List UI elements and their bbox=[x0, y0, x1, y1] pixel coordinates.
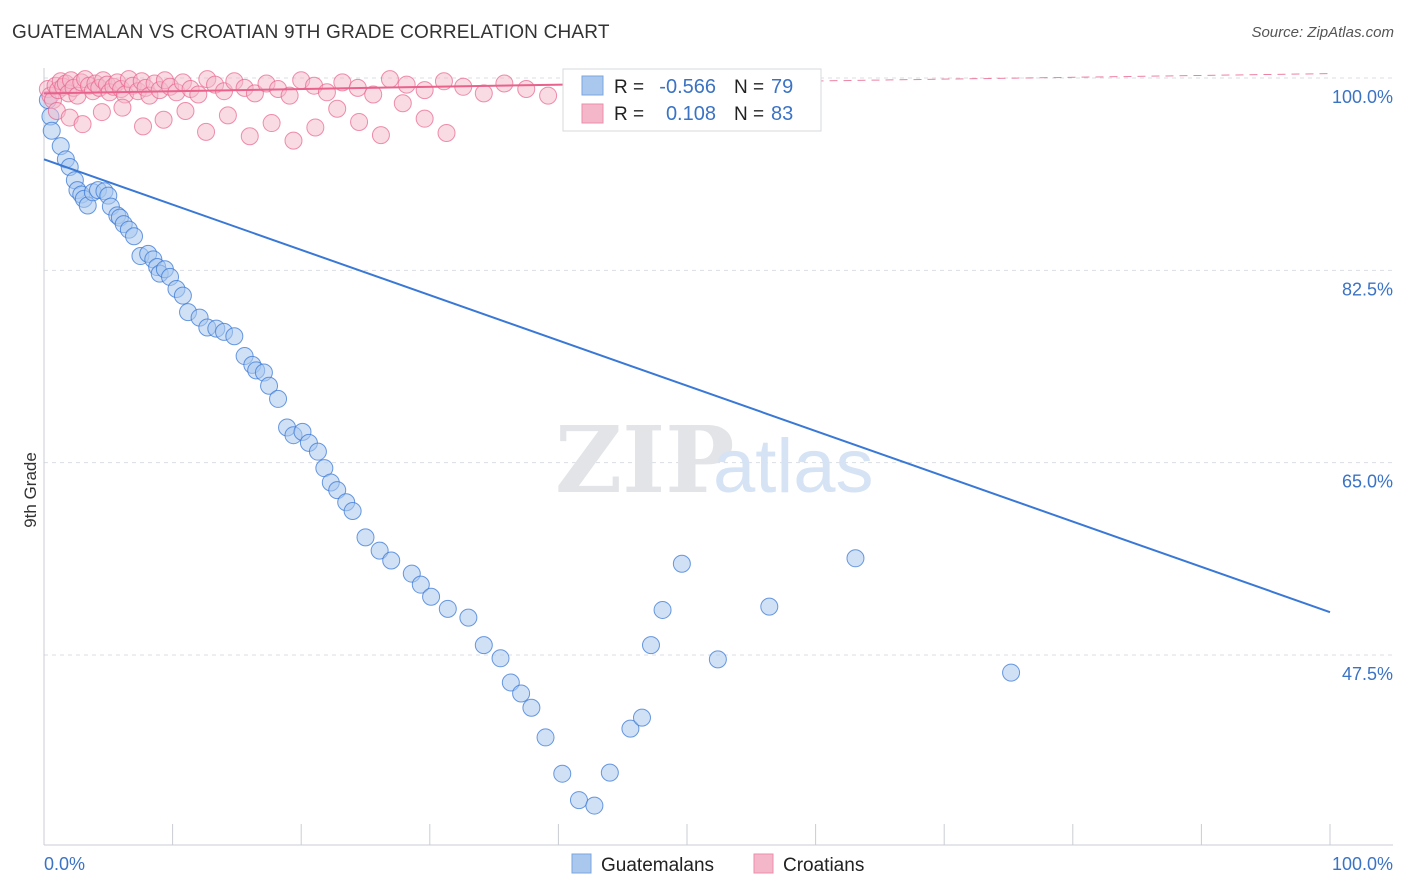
legend-n-value-1: 79 bbox=[771, 76, 793, 98]
guatemalan-point bbox=[125, 227, 144, 246]
x-tick-label-min: 0.0% bbox=[44, 854, 85, 874]
legend-swatch-croatians bbox=[581, 103, 604, 124]
guatemalan-point bbox=[459, 608, 478, 627]
croatian-point bbox=[280, 86, 299, 105]
bottom-legend: Guatemalans Croatians bbox=[571, 853, 864, 876]
guatemalan-point bbox=[641, 636, 660, 655]
croatian-point bbox=[284, 131, 303, 150]
guatemalan-point bbox=[600, 763, 619, 782]
croatian-point bbox=[397, 75, 416, 94]
watermark-atlas: atlas bbox=[713, 424, 874, 509]
guatemalan-point bbox=[173, 286, 192, 305]
croatian-point bbox=[176, 101, 195, 120]
croatian-point bbox=[113, 98, 132, 117]
croatian-point bbox=[154, 110, 173, 129]
legend-r-label-2: R = bbox=[614, 104, 644, 125]
croatian-point bbox=[517, 79, 536, 98]
y-tick-label-3: 47.5% bbox=[1342, 664, 1393, 684]
guatemalan-point bbox=[536, 728, 555, 747]
guatemalan-point bbox=[411, 575, 430, 594]
croatian-point bbox=[218, 106, 237, 125]
legend-r-value-1: -0.566 bbox=[659, 76, 716, 98]
croatian-point bbox=[328, 99, 347, 118]
legend-box: R = -0.566 N = 79 R = 0.108 N = 83 bbox=[562, 68, 822, 132]
legend-n-label-1: N = bbox=[734, 77, 764, 98]
croatian-point bbox=[474, 84, 493, 103]
croatians-trend-line bbox=[43, 83, 564, 95]
y-tick-label-2: 65.0% bbox=[1342, 472, 1393, 492]
croatian-point bbox=[380, 70, 399, 89]
guatemalans-trend-line bbox=[43, 158, 1331, 614]
guatemalan-point bbox=[308, 442, 327, 461]
guatemalan-point bbox=[672, 554, 691, 573]
guatemalan-point bbox=[846, 549, 865, 568]
croatian-point bbox=[240, 127, 259, 146]
croatian-point bbox=[92, 103, 111, 122]
guatemalan-point bbox=[474, 636, 493, 655]
guatemalan-point bbox=[708, 650, 727, 669]
croatian-point bbox=[415, 109, 434, 128]
legend-n-value-2: 83 bbox=[771, 103, 793, 125]
guatemalan-point bbox=[328, 481, 347, 500]
croatian-point bbox=[437, 123, 456, 142]
bottom-legend-croatians: Croatians bbox=[783, 855, 864, 876]
bottom-legend-swatch-croatians bbox=[753, 853, 774, 874]
legend-r-value-2: 0.108 bbox=[666, 103, 716, 125]
watermark: ZIP atlas bbox=[555, 406, 874, 514]
croatian-point bbox=[306, 118, 325, 137]
guatemalan-point bbox=[260, 376, 279, 395]
y-tick-label-1: 82.5% bbox=[1342, 279, 1393, 299]
croatian-point bbox=[495, 74, 514, 93]
legend-frame bbox=[562, 68, 822, 132]
guatemalan-point bbox=[585, 796, 604, 815]
croatian-point bbox=[189, 85, 208, 104]
bottom-legend-swatch-guatemalans bbox=[571, 853, 592, 874]
guatemalan-point bbox=[491, 649, 510, 668]
x-tick-label-max: 100.0% bbox=[1332, 854, 1393, 874]
croatian-point bbox=[73, 115, 92, 134]
croatian-point bbox=[197, 122, 216, 141]
croatian-point bbox=[393, 94, 412, 113]
guatemalan-point bbox=[522, 698, 541, 717]
croatians-points bbox=[38, 70, 558, 150]
y-axis-title: 9th Grade bbox=[21, 452, 40, 528]
guatemalan-point bbox=[501, 673, 520, 692]
guatemalan-point bbox=[760, 597, 779, 616]
axes bbox=[43, 68, 1393, 846]
legend-swatch-guatemalans bbox=[581, 75, 604, 96]
guatemalan-point bbox=[382, 551, 401, 570]
guatemalan-point bbox=[225, 327, 244, 346]
y-tick-label-0: 100.0% bbox=[1332, 87, 1393, 107]
guatemalan-point bbox=[356, 528, 375, 547]
legend-r-label-1: R = bbox=[614, 77, 644, 98]
guatemalan-point bbox=[438, 599, 457, 618]
croatian-point bbox=[317, 83, 336, 102]
guatemalan-point bbox=[569, 791, 588, 810]
croatian-point bbox=[350, 112, 369, 131]
gridlines: 100.0% 82.5% 65.0% 47.5% bbox=[44, 77, 1393, 684]
guatemalan-point bbox=[653, 600, 672, 619]
guatemalan-point bbox=[512, 684, 531, 703]
bottom-legend-guatemalans: Guatemalans bbox=[601, 855, 714, 876]
chart-title: GUATEMALAN VS CROATIAN 9TH GRADE CORRELA… bbox=[12, 22, 610, 43]
croatian-point bbox=[134, 117, 153, 136]
guatemalan-point bbox=[343, 502, 362, 521]
guatemalan-point bbox=[632, 708, 651, 727]
croatian-point bbox=[364, 85, 383, 104]
croatian-point bbox=[415, 81, 434, 100]
guatemalan-point bbox=[621, 719, 640, 738]
guatemalan-point bbox=[422, 587, 441, 606]
croatian-point bbox=[262, 114, 281, 133]
legend-n-label-2: N = bbox=[734, 104, 764, 125]
guatemalan-point bbox=[553, 764, 572, 783]
guatemalan-point bbox=[42, 121, 61, 140]
source-credit: Source: ZipAtlas.com bbox=[1251, 24, 1394, 41]
guatemalan-point bbox=[370, 541, 389, 560]
croatian-point bbox=[539, 86, 558, 105]
guatemalan-point bbox=[1002, 663, 1021, 682]
guatemalan-point bbox=[269, 389, 288, 408]
croatian-point bbox=[371, 126, 390, 145]
watermark-zip: ZIP bbox=[555, 406, 734, 514]
